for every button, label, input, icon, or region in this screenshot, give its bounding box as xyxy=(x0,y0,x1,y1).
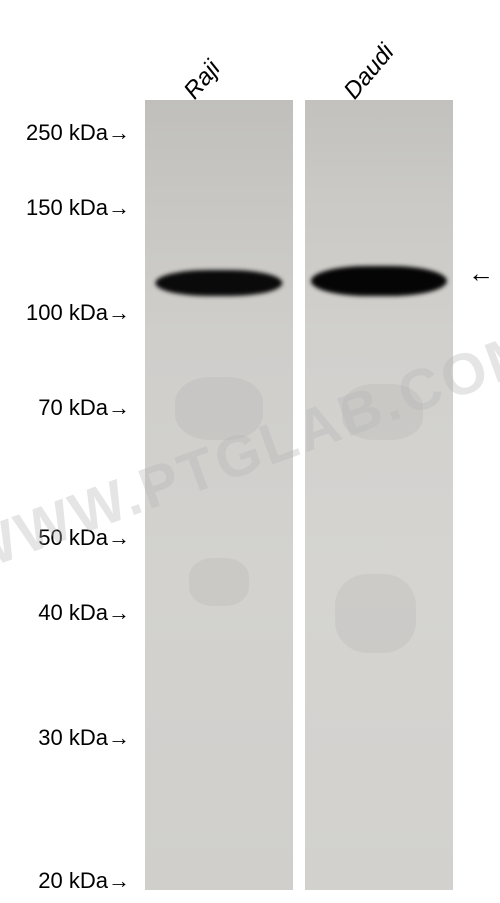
lane-label-raji: Raji xyxy=(179,55,227,105)
lane-label-daudi: Daudi xyxy=(339,39,401,105)
marker-30: 30 kDa→ xyxy=(0,725,130,751)
marker-40: 40 kDa→ xyxy=(0,600,130,626)
blot-area xyxy=(145,100,455,890)
lane-raji-bg xyxy=(145,100,293,890)
smudge xyxy=(189,558,248,605)
marker-250: 250 kDa→ xyxy=(0,120,130,146)
target-arrow: ← xyxy=(468,258,494,289)
band-daudi-target xyxy=(311,266,447,296)
band-raji-target xyxy=(155,270,282,296)
lane-raji xyxy=(145,100,293,890)
western-blot-figure: { "figure": { "type": "western-blot", "w… xyxy=(0,0,500,903)
smudge xyxy=(335,574,416,653)
marker-70: 70 kDa→ xyxy=(0,395,130,421)
lane-daudi-bg xyxy=(305,100,453,890)
smudge xyxy=(342,384,423,439)
lane-labels-row: Raji Daudi xyxy=(145,10,475,100)
marker-100: 100 kDa→ xyxy=(0,300,130,326)
marker-20: 20 kDa→ xyxy=(0,868,130,894)
lane-daudi xyxy=(305,100,453,890)
smudge xyxy=(175,377,264,440)
marker-50: 50 kDa→ xyxy=(0,525,130,551)
marker-150: 150 kDa→ xyxy=(0,195,130,221)
